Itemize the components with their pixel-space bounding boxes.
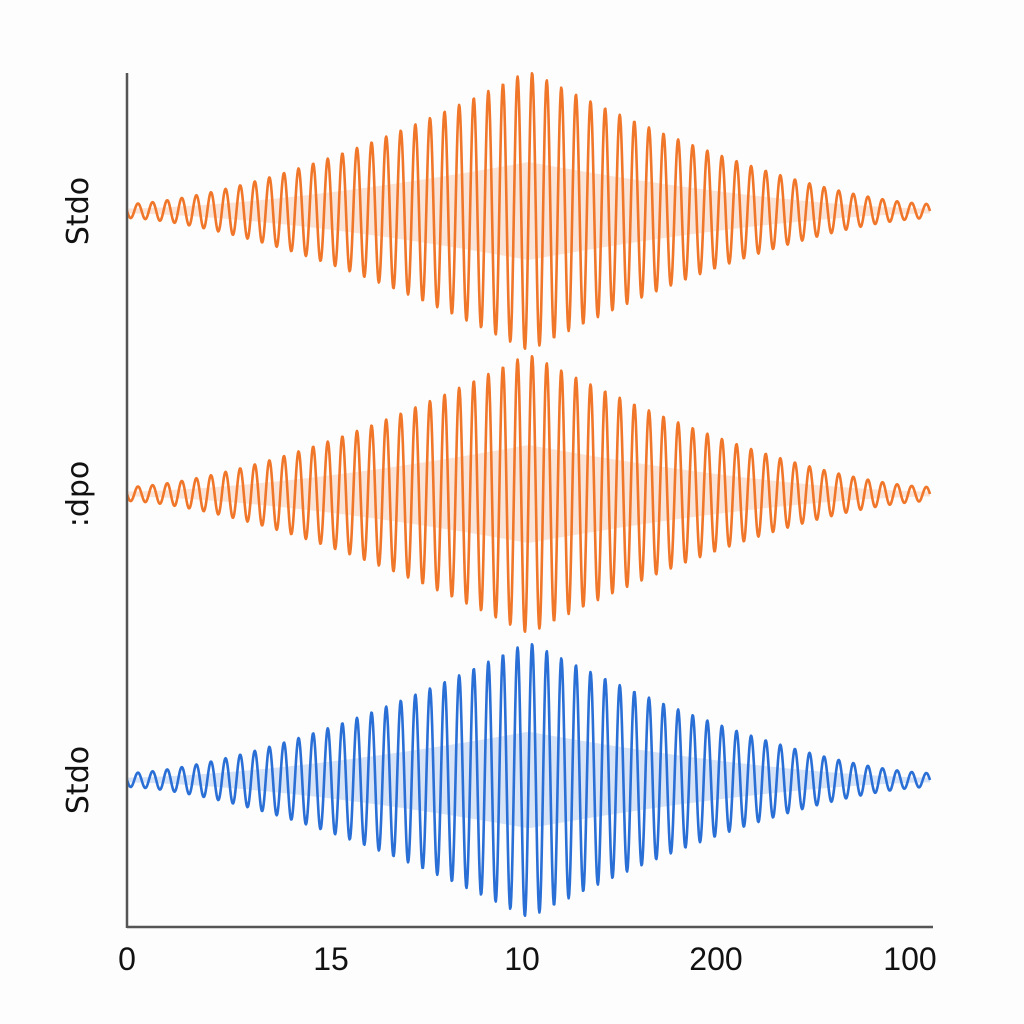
series-labels: Stdo :dpo Stdo — [61, 177, 96, 814]
x-tick-label: 0 — [118, 941, 136, 977]
series-label-3: Stdo — [61, 746, 96, 814]
x-tick-label: 200 — [689, 941, 742, 977]
x-tick-label: 15 — [313, 941, 349, 977]
series-wave-2 — [125, 355, 932, 633]
x-tick-labels: 0 15 10 200 100 — [118, 941, 937, 977]
series-label-2: :dpo — [61, 461, 96, 528]
series-label-1: Stdo — [61, 177, 96, 245]
x-tick-label: 100 — [883, 941, 936, 977]
series-layer — [125, 72, 932, 918]
series-wave-3 — [125, 642, 932, 918]
x-tick-label: 10 — [504, 941, 540, 977]
series-wave-1 — [125, 72, 932, 350]
